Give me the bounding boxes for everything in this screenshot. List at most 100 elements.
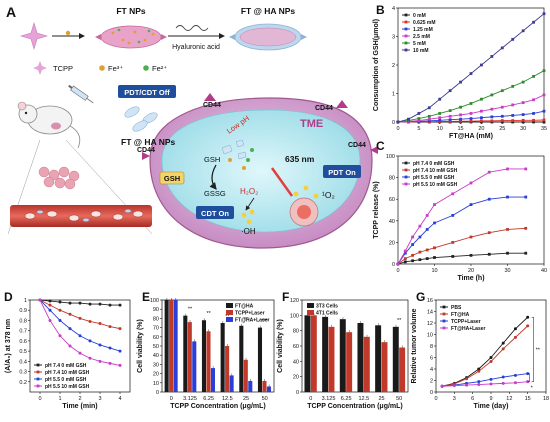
bar-e-1-3 xyxy=(225,346,230,392)
x-tick-label-f-1: 3.125 xyxy=(322,396,336,402)
legend-label-f-0: 3T3 Cells xyxy=(316,304,338,310)
y-tick-label-e-7: 70 xyxy=(153,326,159,332)
data-point-c-2-5 xyxy=(433,221,436,225)
x-tick-label-e-2: 6.25 xyxy=(203,396,214,402)
x-tick-label-b-1: 5 xyxy=(417,126,420,132)
data-point-b-2-3 xyxy=(427,119,431,123)
data-point-d-0-6 xyxy=(98,302,102,306)
data-point-c-1-8 xyxy=(487,231,491,235)
data-point-g-3-0 xyxy=(440,384,444,388)
data-point-b-5-14 xyxy=(542,12,546,16)
y-tick-label-d-0: 0.2 xyxy=(19,380,27,386)
data-point-b-3-2 xyxy=(417,119,421,122)
data-point-d-0-8 xyxy=(118,303,122,307)
hyaluronic-acid-label: Hyaluronic acid xyxy=(172,44,220,51)
data-point-g-1-5 xyxy=(501,347,505,351)
data-point-b-5-8 xyxy=(480,63,483,67)
nm635-label: 635 nm xyxy=(285,154,315,164)
bar-f-1-5 xyxy=(399,347,406,392)
data-point-b-5-13 xyxy=(532,20,535,24)
y-tick-label-e-3: 30 xyxy=(153,362,159,368)
y-axis-label-f: Cell viability (%) xyxy=(277,319,284,373)
significance-mark-e-4: *** xyxy=(261,319,268,325)
y-tick-label-b-3: 3 xyxy=(392,35,395,41)
data-point-d-1-1 xyxy=(48,303,52,307)
data-point-b-4-7 xyxy=(469,102,473,105)
y-tick-label-c-2: 40 xyxy=(389,219,395,225)
data-point-c-1-9 xyxy=(506,228,509,231)
significance-mark-e-0: ** xyxy=(188,307,193,313)
data-point-b-2-4 xyxy=(438,118,442,122)
panel-c: C 0 20 40 60 80 100 Time (h) TCPP release (%) 0 10… xyxy=(373,139,547,282)
floating-nps-icon xyxy=(124,106,158,132)
legend-label-d-3: pH 5.5 10 mM GSH xyxy=(45,384,90,390)
gssg-label: GSSG xyxy=(204,189,226,198)
x-tick-label-e-1: 3.125 xyxy=(183,396,197,402)
data-point-c-3-8 xyxy=(487,170,491,174)
data-point-b-0-13 xyxy=(532,120,535,124)
fe-ions-icon xyxy=(228,148,254,170)
data-point-c-3-6 xyxy=(451,192,455,196)
legend-swatch-e-2 xyxy=(226,317,233,322)
data-point-c-2-6 xyxy=(451,214,455,217)
data-point-c-2-10 xyxy=(524,195,528,199)
data-point-c-3-7 xyxy=(469,181,473,185)
data-point-g-3-1 xyxy=(452,384,456,388)
legend-marker-g-2 xyxy=(442,319,446,323)
data-point-c-3-0 xyxy=(396,262,400,266)
legend-marker-b-3 xyxy=(404,34,408,38)
x-tick-label-c-0: 0 xyxy=(396,268,399,274)
bar-f-1-3 xyxy=(363,336,370,392)
series-line-g-0 xyxy=(442,316,528,387)
bar-e-0-4 xyxy=(239,325,244,392)
data-point-d-3-8 xyxy=(118,363,122,367)
x-tick-label-f-3: 12.5 xyxy=(358,396,369,402)
legend-label-b-2: 1.25 mM xyxy=(413,27,433,33)
y-tick-label-c-3: 60 xyxy=(389,197,395,203)
data-point-c-2-4 xyxy=(425,228,429,231)
significance-bracket-g-0 xyxy=(531,317,534,382)
gsh-badge xyxy=(159,171,185,185)
data-point-d-3-4 xyxy=(78,351,82,355)
y-tick-label-c-1: 20 xyxy=(389,240,395,246)
y-axis-label-b: Consumption of GSH(μmol) xyxy=(373,19,380,111)
legend-label-g-2: TCPP+Laser xyxy=(451,319,481,325)
ft-ha-nps-label: FT @ HA NPs xyxy=(241,6,296,16)
data-point-c-0-4 xyxy=(425,257,429,260)
legend-label-d-0: pH 7.4 0 mM GSH xyxy=(45,363,87,369)
legend-fe3-icon xyxy=(99,65,105,71)
x-axis-label-f: TCPP Concentration (μg/mL) xyxy=(307,403,403,410)
data-point-c-0-8 xyxy=(487,252,491,256)
nanoparticle-breaking-icon xyxy=(221,139,247,160)
data-point-d-1-5 xyxy=(88,319,92,323)
data-point-c-1-1 xyxy=(403,257,407,260)
data-point-b-4-13 xyxy=(532,75,535,78)
y-tick-label-b-2: 2 xyxy=(392,63,395,69)
bar-e-2-0 xyxy=(173,300,178,392)
panel-f: F 0 20 40 60 80 100 120 TCPP Concentration (μg/m… xyxy=(277,290,409,410)
legend-label-d-1: pH 7.4 10 mM GSH xyxy=(45,370,90,376)
series-line-c-1 xyxy=(397,227,526,265)
series-line-g-2 xyxy=(442,373,528,387)
cd44-receptor-icon xyxy=(142,93,378,160)
y-tick-label-e-2: 20 xyxy=(153,372,159,378)
data-point-d-3-1 xyxy=(48,318,52,322)
series-line-d-3 xyxy=(39,299,121,366)
data-point-b-3-7 xyxy=(469,112,473,115)
x-axis-label-d: Time (min) xyxy=(62,403,97,410)
y-tick-label-e-4: 40 xyxy=(153,353,159,359)
blood-vessel-icon xyxy=(10,205,152,227)
ft-ha-nps-label-2: FT @ HA NPs xyxy=(121,137,176,147)
data-point-c-1-7 xyxy=(469,235,473,239)
legend-label-b-0: 0 mM xyxy=(413,13,426,19)
bar-e-0-2 xyxy=(201,320,207,392)
gsh-badge-label: GSH xyxy=(164,174,180,183)
bar-f-0-5 xyxy=(392,326,399,392)
x-tick-label-e-5: 50 xyxy=(262,396,268,402)
tumor-cluster-icon xyxy=(38,166,80,190)
data-point-b-5-7 xyxy=(469,72,473,75)
legend-swatch-e-1 xyxy=(226,310,233,315)
data-point-d-2-2 xyxy=(58,318,62,322)
panel-letter-c: C xyxy=(376,139,385,153)
